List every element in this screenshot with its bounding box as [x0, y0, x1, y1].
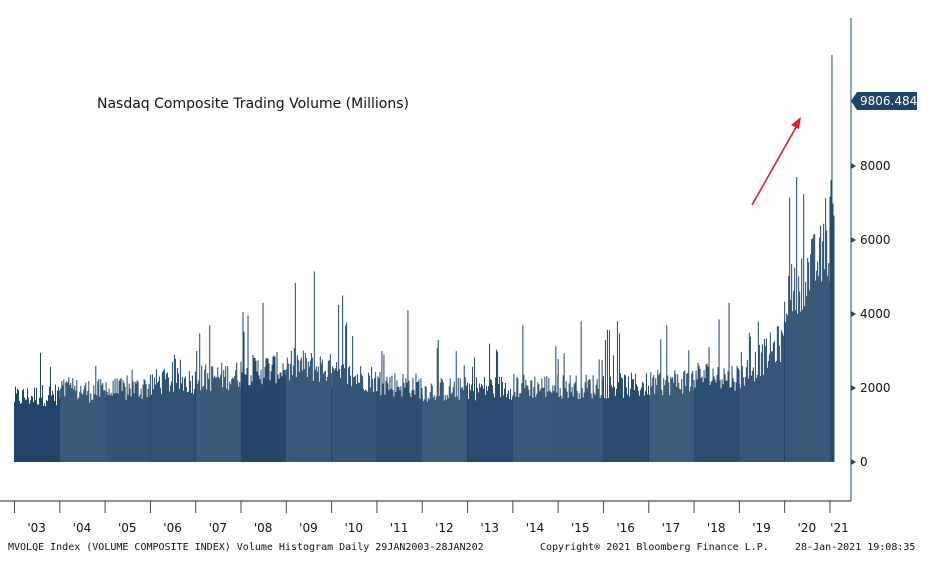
annotation-arrow-shaft — [751, 121, 800, 206]
x-tick-label: '14 — [526, 521, 545, 535]
y-tick-mark — [851, 163, 856, 169]
footer-index-description: MVOLQE Index (VOLUME COMPOSITE INDEX) Vo… — [8, 542, 484, 553]
last-value-badge — [851, 92, 917, 110]
y-tick-label: 2000 — [860, 381, 891, 395]
y-tick-label: 8000 — [860, 159, 891, 173]
y-tick-mark — [851, 237, 856, 243]
x-tick-label: '13 — [480, 521, 499, 535]
x-tick-label: '12 — [435, 521, 454, 535]
last-value-label: 9806.484 — [860, 94, 917, 108]
x-tick-label: '08 — [254, 521, 273, 535]
x-tick-label: '20 — [798, 521, 817, 535]
volume-bars — [14, 55, 835, 462]
x-tick-label: '04 — [73, 521, 92, 535]
x-tick-label: '05 — [118, 521, 137, 535]
x-tick-label: '03 — [27, 521, 46, 535]
x-tick-label: '17 — [662, 521, 681, 535]
x-tick-label: '06 — [163, 521, 182, 535]
y-tick-mark — [851, 311, 856, 317]
annotation-arrow-head — [791, 117, 801, 129]
footer-copyright: Copyright® 2021 Bloomberg Finance L.P. — [540, 542, 769, 553]
x-tick-label: '11 — [390, 521, 409, 535]
y-tick-mark — [851, 385, 856, 391]
x-tick-label: '21 — [830, 521, 849, 535]
x-tick-label: '10 — [344, 521, 363, 535]
x-tick-label: '16 — [616, 521, 635, 535]
x-tick-label: '07 — [209, 521, 228, 535]
y-tick-label: 6000 — [860, 233, 891, 247]
y-tick-label: 4000 — [860, 307, 891, 321]
chart-title: Nasdaq Composite Trading Volume (Million… — [97, 96, 409, 112]
x-tick-label: '19 — [752, 521, 771, 535]
y-tick-mark — [851, 459, 856, 465]
x-tick-label: '18 — [707, 521, 726, 535]
x-tick-label: '09 — [299, 521, 318, 535]
y-tick-label: 0 — [860, 455, 868, 469]
x-tick-label: '15 — [571, 521, 590, 535]
footer-timestamp: 28-Jan-2021 19:08:35 — [795, 542, 916, 553]
